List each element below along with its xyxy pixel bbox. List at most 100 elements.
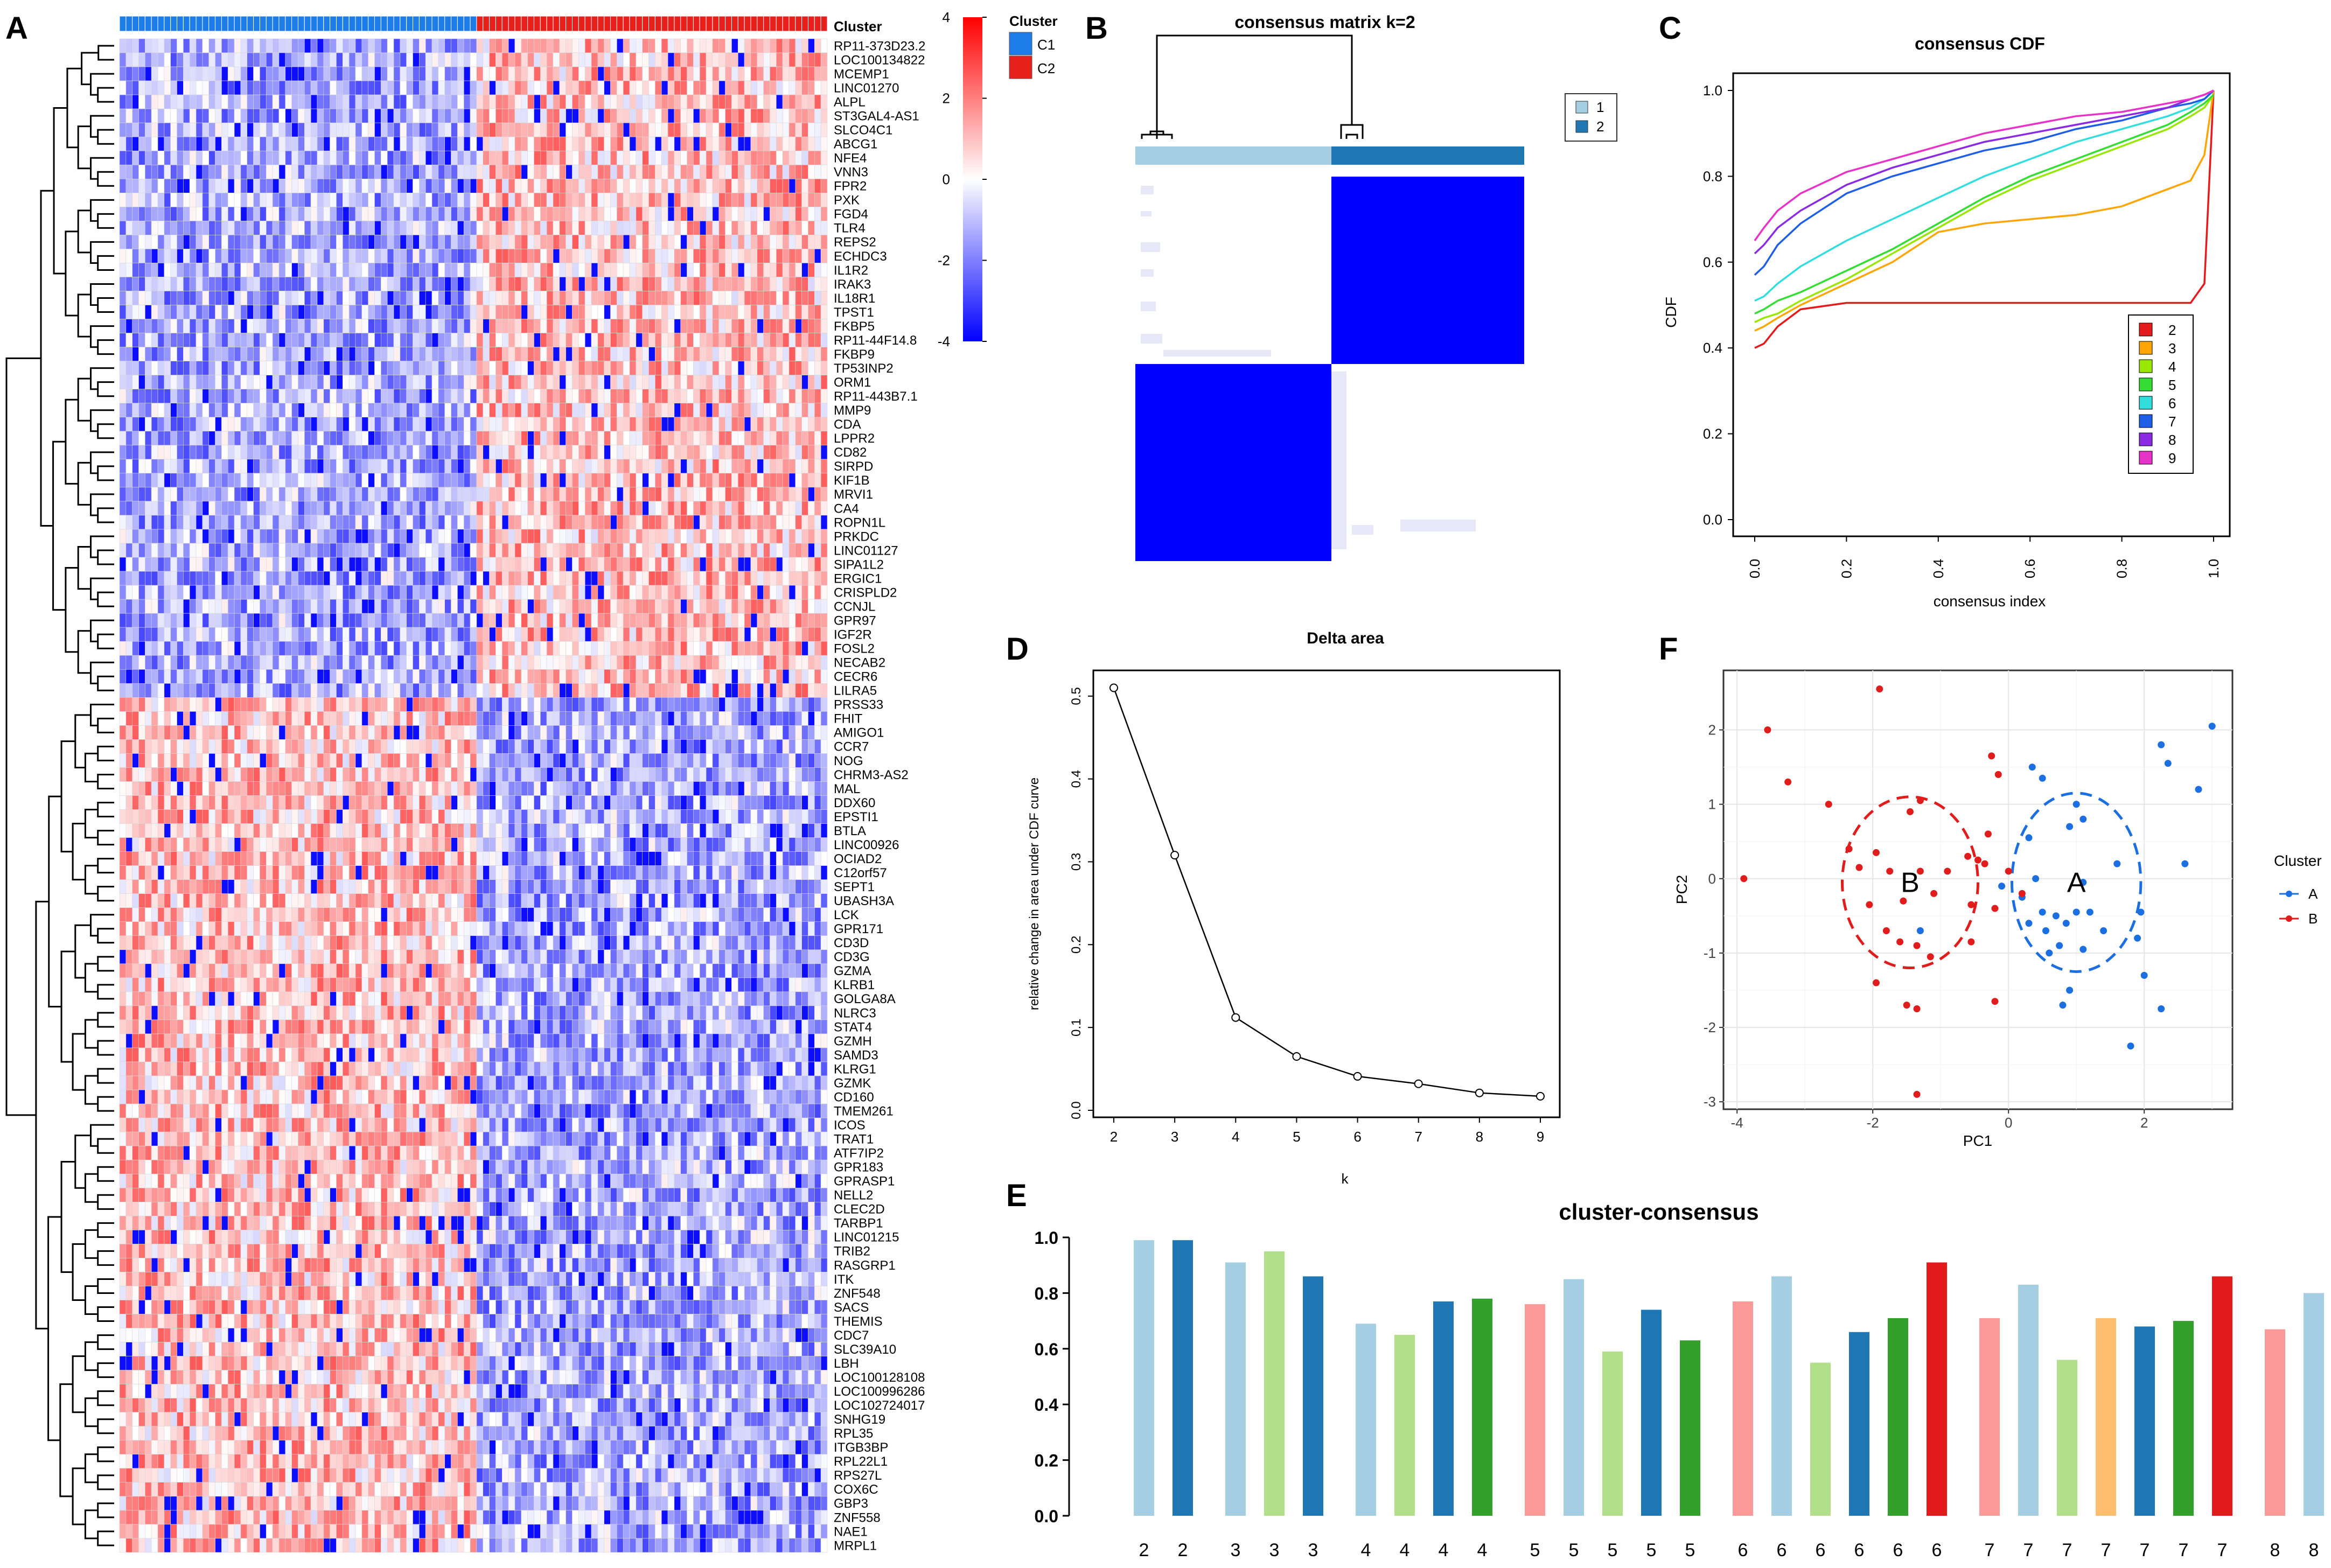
heatmap-cell bbox=[323, 333, 330, 347]
heatmap-cell bbox=[119, 613, 127, 628]
heatmap-cell bbox=[387, 136, 394, 151]
heatmap-cell bbox=[566, 459, 573, 474]
heatmap-cell bbox=[381, 52, 388, 67]
heatmap-cell bbox=[572, 585, 579, 600]
heatmap-cell bbox=[820, 66, 828, 81]
heatmap-cell bbox=[431, 613, 439, 628]
dendrogram-branch bbox=[97, 675, 114, 691]
heatmap-cell bbox=[393, 108, 401, 123]
heatmap-cell bbox=[636, 80, 643, 95]
heatmap-cell bbox=[655, 122, 662, 137]
heatmap-cell bbox=[425, 108, 432, 123]
heatmap-cell bbox=[712, 515, 720, 530]
heatmap-cell bbox=[361, 249, 368, 263]
heatmap-cell bbox=[260, 94, 267, 109]
heatmap-cell bbox=[546, 403, 554, 418]
heatmap-cell bbox=[208, 291, 215, 305]
heatmap-cell bbox=[425, 94, 432, 109]
annotation-cell bbox=[750, 16, 758, 32]
heatmap-cell bbox=[718, 543, 725, 558]
heatmap-cell bbox=[457, 459, 464, 474]
heatmap-cell bbox=[221, 235, 228, 249]
heatmap-cell bbox=[514, 38, 522, 53]
heatmap-cell bbox=[431, 178, 439, 193]
heatmap-cell bbox=[438, 94, 445, 109]
heatmap-cell bbox=[406, 473, 413, 488]
heatmap-cell bbox=[221, 543, 228, 558]
dendrogram-branch bbox=[89, 73, 114, 96]
heatmap-cell bbox=[183, 403, 190, 418]
heatmap-cell bbox=[546, 333, 554, 347]
heatmap-cell bbox=[820, 122, 828, 137]
heatmap-cell bbox=[527, 403, 534, 418]
heatmap-cell bbox=[183, 375, 190, 389]
heatmap-cell bbox=[145, 431, 152, 446]
heatmap-cell bbox=[623, 501, 630, 516]
heatmap-cell bbox=[470, 66, 477, 81]
heatmap-cell bbox=[361, 585, 368, 600]
heatmap-cell bbox=[291, 164, 298, 179]
heatmap-cell bbox=[145, 178, 152, 193]
heatmap-cell bbox=[457, 108, 464, 123]
heatmap-cell bbox=[132, 599, 139, 614]
heatmap-cell bbox=[757, 319, 764, 333]
heatmap-cell bbox=[425, 515, 432, 530]
heatmap-cell bbox=[330, 543, 337, 558]
heatmap-cell bbox=[247, 249, 254, 263]
heatmap-cell bbox=[431, 627, 439, 642]
heatmap-cell bbox=[527, 52, 534, 67]
heatmap-cell bbox=[368, 66, 375, 81]
heatmap-cell bbox=[534, 164, 541, 179]
heatmap-cell bbox=[317, 235, 324, 249]
heatmap-cell bbox=[674, 235, 681, 249]
annotation-cell bbox=[636, 16, 643, 32]
heatmap-cell bbox=[355, 417, 362, 432]
heatmap-cell bbox=[189, 375, 197, 389]
heatmap-cell bbox=[266, 585, 273, 600]
heatmap-cell bbox=[177, 235, 184, 249]
heatmap-cell bbox=[750, 277, 758, 291]
heatmap-cell bbox=[444, 263, 451, 277]
heatmap-cell bbox=[814, 487, 821, 502]
heatmap-cell bbox=[253, 150, 260, 165]
heatmap-cell bbox=[189, 150, 197, 165]
heatmap-cell bbox=[285, 193, 292, 207]
heatmap-cell bbox=[623, 599, 630, 614]
heatmap-cell bbox=[196, 375, 203, 389]
annotation-cell bbox=[699, 16, 707, 32]
heatmap-cell bbox=[336, 361, 343, 375]
heatmap-cell bbox=[304, 136, 311, 151]
heatmap-cell bbox=[744, 38, 751, 53]
heatmap-cell bbox=[655, 193, 662, 207]
heatmap-cell bbox=[508, 277, 515, 291]
heatmap-cell bbox=[801, 94, 808, 109]
heatmap-cell bbox=[183, 613, 190, 628]
heatmap-cell bbox=[489, 459, 496, 474]
heatmap-cell bbox=[699, 333, 707, 347]
heatmap-cell bbox=[591, 319, 598, 333]
heatmap-cell bbox=[278, 333, 286, 347]
heatmap-cell bbox=[157, 333, 165, 347]
heatmap-cell bbox=[693, 249, 700, 263]
heatmap-cell bbox=[629, 501, 637, 516]
heatmap-cell bbox=[253, 291, 260, 305]
heatmap-cell bbox=[699, 347, 707, 361]
heatmap-cell bbox=[425, 207, 432, 221]
heatmap-cell bbox=[725, 136, 732, 151]
heatmap-cell bbox=[361, 108, 368, 123]
heatmap-cell bbox=[304, 249, 311, 263]
heatmap-cell bbox=[145, 122, 152, 137]
heatmap-cell bbox=[330, 38, 337, 53]
heatmap-cell bbox=[177, 571, 184, 586]
heatmap-cell bbox=[514, 52, 522, 67]
heatmap-cell bbox=[310, 585, 318, 600]
heatmap-cell bbox=[393, 487, 401, 502]
heatmap-cell bbox=[227, 52, 235, 67]
heatmap-cell bbox=[642, 38, 649, 53]
heatmap-cell bbox=[718, 80, 725, 95]
heatmap-cell bbox=[419, 66, 426, 81]
heatmap-cell bbox=[782, 389, 790, 404]
heatmap-cell bbox=[419, 178, 426, 193]
heatmap-cell bbox=[291, 333, 298, 347]
heatmap-cell bbox=[260, 80, 267, 95]
